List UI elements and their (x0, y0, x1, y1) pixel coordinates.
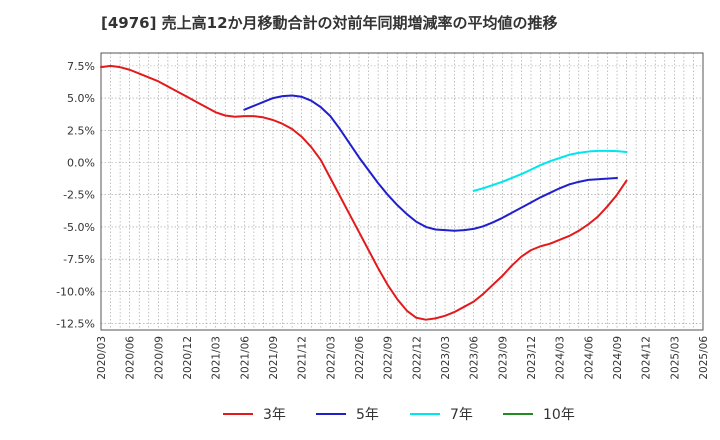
plot-frame (100, 52, 704, 331)
x-tick-label: 2025/06 (698, 336, 710, 380)
x-tick-label: 2022/09 (383, 336, 395, 380)
x-tick-label: 2023/03 (440, 336, 452, 380)
x-tick-label: 2023/12 (526, 336, 538, 380)
x-tick-layer: 2020/03 2020/06 2020/09 2020/12 2021/03 2021/… (96, 336, 710, 380)
y-tick-label: -2.5% (63, 189, 95, 202)
legend-label-3: 10年 (543, 407, 575, 423)
y-tick-label: -7.5% (63, 253, 95, 266)
x-tick-label: 2020/03 (96, 336, 108, 380)
x-tick-label: 2021/09 (268, 336, 280, 380)
y-tick-label: 2.5% (67, 124, 95, 137)
y-tick-label: -10.0% (56, 285, 95, 298)
y-tick-label: 7.5% (67, 60, 95, 73)
series-line-0 (100, 64, 628, 321)
x-tick-label: 2022/12 (411, 336, 423, 380)
legend-label-1: 5年 (356, 407, 379, 423)
y-tick-label: -5.0% (63, 221, 95, 234)
x-tick-label: 2020/12 (182, 336, 194, 380)
y-tick-label: 5.0% (67, 92, 95, 105)
series-line-2 (472, 149, 628, 192)
x-tick-label: 2023/06 (469, 336, 481, 380)
legend-label-0: 3年 (263, 407, 286, 423)
series-layer (100, 64, 628, 321)
chart-title: [4976] 売上高12か月移動合計の対前年同期増減率の平均値の推移 (101, 14, 558, 32)
x-tick-label: 2020/06 (125, 336, 137, 380)
x-tick-label: 2024/09 (612, 336, 624, 380)
series-line-1 (243, 94, 618, 232)
x-tick-label: 2025/03 (669, 336, 681, 380)
legend: 3年 5年 7年 10年 (223, 407, 575, 423)
legend-label-2: 7年 (450, 407, 473, 423)
x-tick-label: 2024/03 (555, 336, 567, 380)
x-tick-label: 2023/09 (497, 336, 509, 380)
x-tick-label: 2021/06 (239, 336, 251, 380)
x-tick-label: 2024/12 (641, 336, 653, 380)
x-tick-label: 2021/03 (211, 336, 223, 380)
y-tick-label: -12.5% (56, 318, 95, 331)
y-tick-label: 0.0% (67, 157, 95, 170)
x-tick-label: 2020/09 (153, 336, 165, 380)
x-tick-label: 2021/12 (297, 336, 309, 380)
x-tick-label: 2024/06 (583, 336, 595, 380)
x-tick-label: 2022/03 (325, 336, 337, 380)
x-tick-label: 2022/06 (354, 336, 366, 380)
grid-layer (101, 53, 703, 330)
y-tick-layer: 7.5% 5.0% 2.5% 0.0% -2.5% -5.0% -7.5% -10.0% -12… (56, 60, 95, 331)
